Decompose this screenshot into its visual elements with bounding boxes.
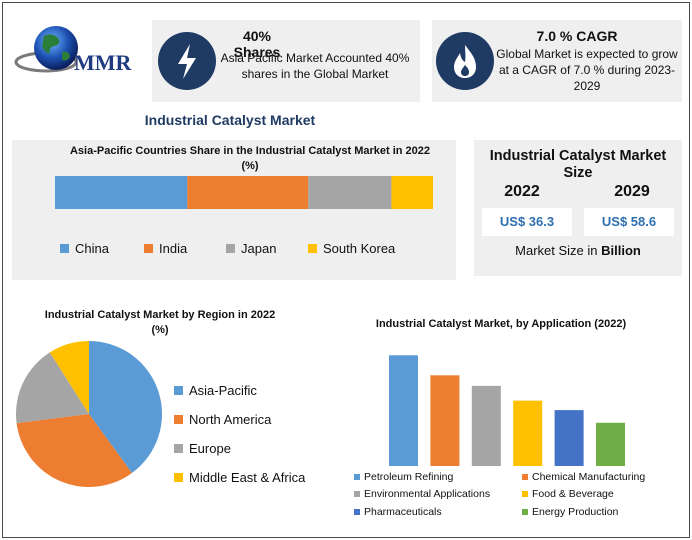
legend-label: Middle East & Africa <box>189 470 306 485</box>
legend-item-petroleum-refining: Petroleum Refining <box>354 471 453 483</box>
legend-label: Pharmaceuticals <box>364 506 442 518</box>
legend-label: Food & Beverage <box>532 488 614 500</box>
year-2022: 2022 <box>504 183 540 200</box>
legend-swatch <box>174 386 183 395</box>
legend-item-asia-pacific: Asia-Pacific <box>174 383 257 398</box>
legend-label: Petroleum Refining <box>364 471 454 483</box>
pie-slice-asia-pacific <box>89 341 162 474</box>
globe-logo-icon: MMR <box>14 26 133 75</box>
stat-description: Asia Pacific Market Accounted 40% shares… <box>220 51 410 81</box>
country-share-title: Asia-Pacific Countries Share in the Indu… <box>69 145 431 172</box>
legend-swatch <box>308 244 317 253</box>
stat-card-cagr: 7.0 % CAGR Global Market is expected to … <box>432 20 682 102</box>
stacked-segment-south-korea <box>391 176 433 209</box>
legend-label: South Korea <box>323 241 396 256</box>
stat-description: Global Market is expected to grow at a C… <box>496 47 678 93</box>
region-pie-chart <box>16 341 162 487</box>
legend-label: Environmental Applications <box>364 488 491 500</box>
legend-item-japan: Japan <box>226 241 276 256</box>
market-size-footer: Market Size in Billion <box>515 243 641 258</box>
legend-item-india: India <box>144 241 187 256</box>
application-chart-title: Industrial Catalyst Market, by Applicati… <box>375 318 627 330</box>
legend-item-europe: Europe <box>174 441 231 456</box>
stacked-segment-china <box>55 176 188 209</box>
legend-label: Energy Production <box>532 506 619 518</box>
legend-swatch <box>354 474 360 480</box>
stat-title: 7.0 % CAGR <box>536 28 618 44</box>
legend-swatch <box>174 444 183 453</box>
legend-item-environmental-applications: Environmental Applications <box>354 488 490 500</box>
legend-item-pharmaceuticals: Pharmaceuticals <box>354 506 442 518</box>
pie-slice-north-america <box>16 414 132 487</box>
legend-item-north-america: North America <box>174 412 271 427</box>
flame-icon <box>436 32 494 90</box>
stacked-segment-india <box>187 176 309 209</box>
legend-label: North America <box>189 412 272 427</box>
legend-label: India <box>159 241 188 256</box>
legend-label: Chemical Manufacturing <box>532 471 646 483</box>
legend-swatch <box>174 415 183 424</box>
lightning-icon <box>158 32 216 90</box>
legend-swatch <box>522 491 528 497</box>
legend-item-chemical-manufacturing: Chemical Manufacturing <box>522 471 645 483</box>
pie-slice-europe <box>16 352 89 424</box>
country-share-card <box>12 140 456 280</box>
value-2029: US$ 58.6 <box>584 208 674 236</box>
legend-item-food-beverage: Food & Beverage <box>522 488 614 500</box>
bar-food-beverage <box>513 400 543 466</box>
legend-swatch <box>354 491 360 497</box>
logo-text: MMR <box>74 50 133 75</box>
year-2029: 2029 <box>614 183 650 200</box>
stat-title: 40% Shares <box>233 28 281 60</box>
legend-swatch <box>174 473 183 482</box>
legend-swatch <box>354 509 360 515</box>
bar-chemical-manufacturing <box>430 375 460 466</box>
bar-environmental-applications <box>471 385 501 466</box>
legend-item-south-korea: South Korea <box>308 241 395 256</box>
bar-pharmaceuticals <box>554 410 584 466</box>
legend-item-energy-production: Energy Production <box>522 506 618 518</box>
legend-item-middle-east-africa: Middle East & Africa <box>174 470 305 485</box>
legend-item-china: China <box>60 241 109 256</box>
legend-label: Asia-Pacific <box>189 383 257 398</box>
bar-petroleum-refining <box>389 355 418 466</box>
legend-label: China <box>75 241 109 256</box>
legend-swatch <box>522 509 528 515</box>
region-chart-title: Industrial Catalyst Market by Region in … <box>44 309 276 336</box>
legend-swatch <box>226 244 235 253</box>
application-bar-chart <box>389 355 625 466</box>
legend-swatch <box>144 244 153 253</box>
legend-label: Europe <box>189 441 231 456</box>
legend-swatch <box>60 244 69 253</box>
stacked-segment-japan <box>308 176 392 209</box>
main-title: Industrial Catalyst Market <box>144 112 316 128</box>
stat-card-shares: 40% Shares Asia Pacific Market Accounted… <box>152 20 420 102</box>
stacked-bar-chart <box>55 176 433 209</box>
market-size-title: Industrial Catalyst Market Size <box>489 148 667 181</box>
value-2022: US$ 36.3 <box>482 208 572 236</box>
legend-swatch <box>522 474 528 480</box>
bar-energy-production <box>596 422 625 466</box>
legend-label: Japan <box>241 241 277 256</box>
pie-slice-middle-east-africa <box>49 341 89 414</box>
